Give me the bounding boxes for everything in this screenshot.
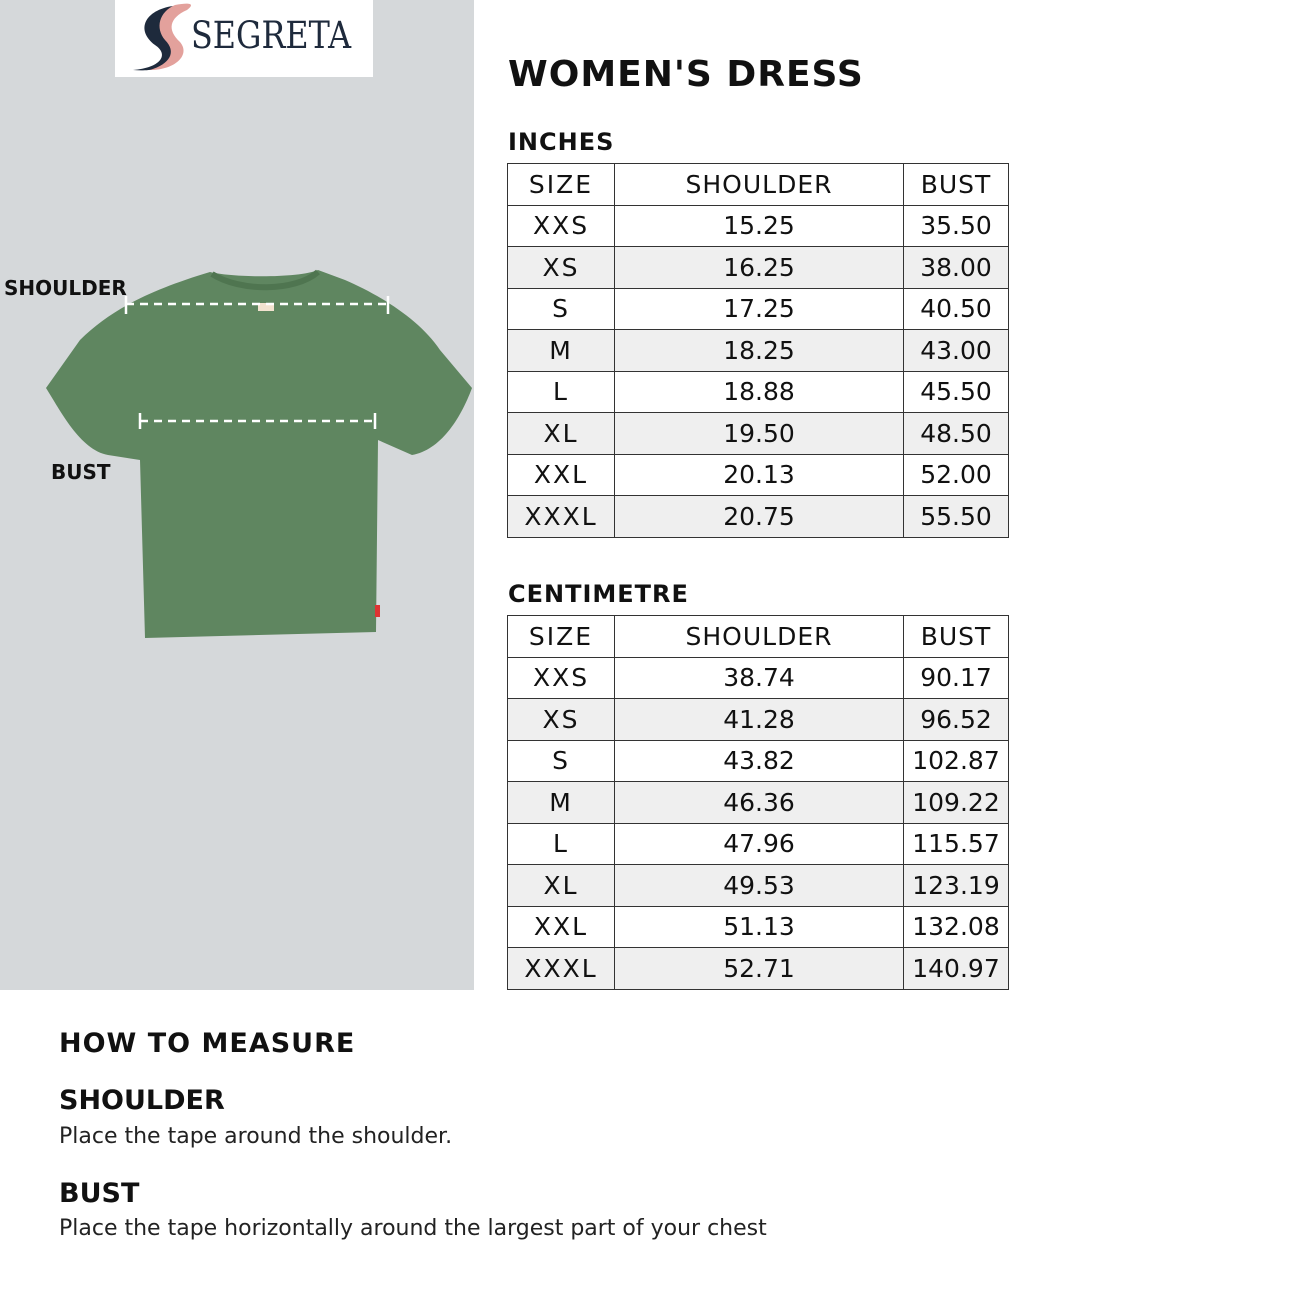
bust-cell: 90.17 xyxy=(903,656,1009,699)
table-row: XL 49.53 123.19 xyxy=(507,864,1009,907)
shoulder-cell: 47.96 xyxy=(614,822,904,865)
inches-size-table: SIZE SHOULDER BUST XXS 15.25 35.50 XS 16.25 3… xyxy=(507,163,1009,538)
bust-cell: 40.50 xyxy=(903,287,1009,330)
table-row: M 18.25 43.00 xyxy=(507,329,1009,372)
table-row: XXL 51.13 132.08 xyxy=(507,905,1009,948)
table-row: XXS 15.25 35.50 xyxy=(507,204,1009,247)
column-header: BUST xyxy=(903,163,1009,206)
tshirt-image xyxy=(46,269,472,638)
size-cell: S xyxy=(507,739,615,782)
shoulder-cell: 20.13 xyxy=(614,453,904,496)
bust-instruction-title: BUST xyxy=(59,1178,140,1209)
column-header: SIZE xyxy=(507,163,615,206)
size-cell: XXS xyxy=(507,204,615,247)
size-cell: XL xyxy=(507,412,615,455)
size-cell: M xyxy=(507,781,615,824)
shoulder-cell: 51.13 xyxy=(614,905,904,948)
shoulder-cell: 18.88 xyxy=(614,370,904,413)
page-title: WOMEN'S DRESS xyxy=(508,54,864,95)
bust-cell: 102.87 xyxy=(903,739,1009,782)
centimetre-heading: CENTIMETRE xyxy=(508,580,689,608)
size-cell: XXL xyxy=(507,453,615,496)
table-row: XS 41.28 96.52 xyxy=(507,698,1009,741)
shoulder-instruction-text: Place the tape around the shoulder. xyxy=(59,1124,453,1149)
size-cell: S xyxy=(507,287,615,330)
table-row: S 43.82 102.87 xyxy=(507,739,1009,782)
size-cell: L xyxy=(507,822,615,865)
shoulder-cell: 20.75 xyxy=(614,495,904,538)
size-cell: XL xyxy=(507,864,615,907)
table-row: XS 16.25 38.00 xyxy=(507,246,1009,289)
table-row: XXL 20.13 52.00 xyxy=(507,453,1009,496)
table-header-row: SIZE SHOULDER BUST xyxy=(507,163,1009,206)
bust-cell: 115.57 xyxy=(903,822,1009,865)
column-header: BUST xyxy=(903,615,1009,658)
shoulder-cell: 17.25 xyxy=(614,287,904,330)
bust-label: BUST xyxy=(51,460,111,484)
bust-cell: 38.00 xyxy=(903,246,1009,289)
bust-instruction-text: Place the tape horizontally around the l… xyxy=(59,1216,767,1241)
logo-s-mark-icon xyxy=(133,3,191,71)
bust-cell: 140.97 xyxy=(903,947,1009,990)
product-image-panel: SEGRETA SHOULDER BUST xyxy=(0,0,474,990)
bust-cell: 132.08 xyxy=(903,905,1009,948)
bust-cell: 48.50 xyxy=(903,412,1009,455)
size-cell: L xyxy=(507,370,615,413)
bust-cell: 52.00 xyxy=(903,453,1009,496)
shoulder-cell: 46.36 xyxy=(614,781,904,824)
shoulder-cell: 15.25 xyxy=(614,204,904,247)
bust-cell: 55.50 xyxy=(903,495,1009,538)
size-cell: XXL xyxy=(507,905,615,948)
bust-cell: 45.50 xyxy=(903,370,1009,413)
size-cell: XXXL xyxy=(507,947,615,990)
shoulder-cell: 16.25 xyxy=(614,246,904,289)
size-cell: XXS xyxy=(507,656,615,699)
table-row: XXS 38.74 90.17 xyxy=(507,656,1009,699)
shoulder-cell: 43.82 xyxy=(614,739,904,782)
shoulder-cell: 38.74 xyxy=(614,656,904,699)
column-header: SIZE xyxy=(507,615,615,658)
table-header-row: SIZE SHOULDER BUST xyxy=(507,615,1009,658)
table-row: S 17.25 40.50 xyxy=(507,287,1009,330)
inches-heading: INCHES xyxy=(508,128,615,156)
shoulder-label: SHOULDER xyxy=(4,276,127,300)
brand-logo: SEGRETA xyxy=(115,0,373,77)
how-to-measure-heading: HOW TO MEASURE xyxy=(59,1028,356,1059)
shoulder-cell: 19.50 xyxy=(614,412,904,455)
size-cell: XS xyxy=(507,246,615,289)
table-row: L 18.88 45.50 xyxy=(507,370,1009,413)
shoulder-cell: 52.71 xyxy=(614,947,904,990)
column-header: SHOULDER xyxy=(614,163,904,206)
size-cell: XXXL xyxy=(507,495,615,538)
table-row: M 46.36 109.22 xyxy=(507,781,1009,824)
bust-cell: 43.00 xyxy=(903,329,1009,372)
brand-name: SEGRETA xyxy=(191,14,352,57)
table-row: XXXL 20.75 55.50 xyxy=(507,495,1009,538)
table-row: XXXL 52.71 140.97 xyxy=(507,947,1009,990)
column-header: SHOULDER xyxy=(614,615,904,658)
table-row: L 47.96 115.57 xyxy=(507,822,1009,865)
shoulder-cell: 41.28 xyxy=(614,698,904,741)
bust-cell: 109.22 xyxy=(903,781,1009,824)
shoulder-cell: 49.53 xyxy=(614,864,904,907)
shoulder-cell: 18.25 xyxy=(614,329,904,372)
bust-cell: 35.50 xyxy=(903,204,1009,247)
size-cell: XS xyxy=(507,698,615,741)
shoulder-instruction-title: SHOULDER xyxy=(59,1085,225,1116)
centimetre-size-table: SIZE SHOULDER BUST XXS 38.74 90.17 XS 41.28 9… xyxy=(507,615,1009,990)
bust-cell: 123.19 xyxy=(903,864,1009,907)
bust-cell: 96.52 xyxy=(903,698,1009,741)
table-row: XL 19.50 48.50 xyxy=(507,412,1009,455)
size-cell: M xyxy=(507,329,615,372)
